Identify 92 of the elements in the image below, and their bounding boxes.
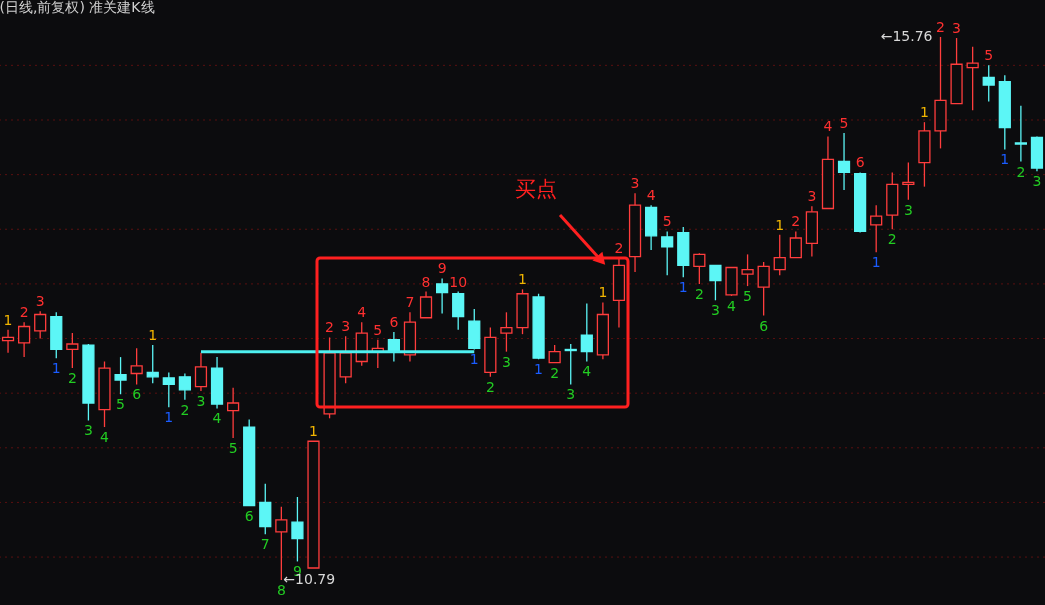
- text: 1: [534, 361, 544, 378]
- text: 1: [598, 284, 608, 301]
- text: 1: [309, 423, 318, 440]
- candlestick: [227, 387, 240, 439]
- candlestick: [500, 311, 513, 353]
- text: 7: [405, 294, 415, 311]
- text: 1: [469, 351, 479, 368]
- text: 6: [132, 386, 142, 403]
- text: 3: [807, 188, 817, 205]
- candlestick: [419, 290, 433, 319]
- text: 2: [325, 319, 335, 336]
- text: 2: [485, 378, 495, 395]
- candlestick: [18, 321, 31, 358]
- annotation: ←15.76: [880, 27, 933, 44]
- candlestick: [693, 252, 706, 285]
- text: 2: [791, 213, 801, 230]
- text: 2: [1016, 163, 1026, 180]
- text: 1: [3, 311, 13, 328]
- text: 10: [449, 273, 468, 290]
- text: 6: [389, 313, 399, 330]
- text: 1: [1000, 151, 1010, 168]
- text: 2: [67, 370, 77, 387]
- text: 6: [244, 507, 254, 524]
- candlestick: [66, 332, 79, 369]
- text: 2: [936, 18, 945, 35]
- text: 5: [743, 288, 753, 305]
- text: 2: [19, 304, 29, 321]
- text: 2: [614, 239, 624, 256]
- candlestick: [34, 310, 47, 340]
- text: 5: [373, 321, 383, 338]
- text: 2: [694, 285, 704, 302]
- text: 1: [51, 360, 61, 377]
- text: 4: [646, 187, 656, 204]
- candlestick: [178, 372, 191, 401]
- text: 3: [952, 20, 962, 37]
- text: 3: [630, 175, 640, 192]
- candlestick: [1014, 105, 1027, 163]
- candlestick: [709, 264, 722, 301]
- candlestick: [661, 230, 674, 276]
- text: 4: [100, 429, 109, 446]
- text: 3: [501, 353, 511, 370]
- candlestick: [741, 253, 754, 287]
- text: 1: [678, 279, 688, 296]
- text: 8: [421, 273, 431, 290]
- candlestick: [452, 290, 465, 331]
- text: 8: [276, 582, 286, 599]
- candlestick: [114, 356, 127, 395]
- text: 3: [903, 201, 913, 218]
- text: 2: [550, 364, 560, 381]
- text: 1: [871, 254, 881, 271]
- candlestick: [580, 302, 593, 363]
- text: 5: [662, 213, 672, 230]
- candlestick: [162, 371, 175, 409]
- candlestick: [789, 230, 802, 259]
- text: 1: [919, 104, 929, 121]
- text: 1: [164, 409, 174, 426]
- text: 5: [228, 439, 238, 456]
- chart-title: (日线,前复权) 准关建K线: [0, 0, 155, 15]
- candlestick: [870, 204, 883, 253]
- text: 1: [518, 271, 527, 288]
- candlestick: [436, 277, 449, 315]
- text: 3: [35, 293, 45, 310]
- text: 7: [260, 536, 270, 553]
- text: 9: [437, 260, 447, 277]
- text: 3: [196, 392, 206, 409]
- text: 2: [887, 231, 897, 248]
- candlestick: [982, 64, 995, 103]
- text: 5: [839, 115, 849, 132]
- text: 3: [710, 302, 720, 319]
- text: 4: [357, 304, 367, 321]
- text: 6: [759, 317, 769, 334]
- annotation: 买点: [515, 177, 557, 201]
- text: 3: [341, 318, 351, 335]
- text: 6: [855, 154, 865, 171]
- text: 4: [212, 410, 222, 427]
- candlestick: [194, 352, 208, 392]
- text: 5: [116, 396, 126, 413]
- text: 2: [180, 401, 190, 418]
- candlestick: [773, 234, 786, 276]
- text: 4: [727, 297, 736, 314]
- text: 5: [984, 47, 994, 64]
- candlestick: [130, 347, 143, 386]
- text: 1: [775, 216, 785, 233]
- candlestick: [757, 261, 770, 317]
- candlestick: [837, 132, 851, 191]
- text: 1: [148, 327, 158, 344]
- text: 4: [823, 118, 833, 135]
- text: 3: [566, 386, 576, 403]
- candlestick: [291, 496, 304, 563]
- text: 3: [1032, 173, 1042, 190]
- text: 4: [582, 363, 592, 380]
- text: 3: [83, 422, 93, 439]
